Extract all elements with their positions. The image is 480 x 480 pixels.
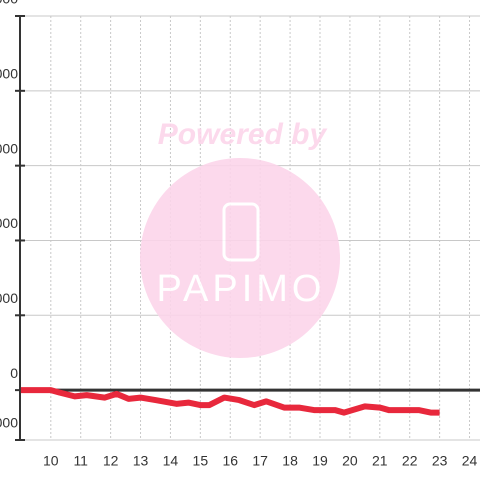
x-tick-label: 14 bbox=[163, 453, 179, 469]
x-tick-label: 17 bbox=[252, 453, 268, 469]
x-tick-label: 18 bbox=[282, 453, 298, 469]
y-tick-label: 120,000 bbox=[0, 66, 18, 82]
watermark-circle bbox=[140, 158, 340, 358]
x-tick-label: 21 bbox=[372, 453, 388, 469]
watermark-logo: PAPIMO bbox=[157, 268, 326, 310]
x-tick-label: 12 bbox=[103, 453, 119, 469]
x-tick-label: 22 bbox=[402, 453, 418, 469]
x-tick-label: 16 bbox=[222, 453, 238, 469]
x-tick-label: 24 bbox=[462, 453, 478, 469]
x-tick-label: 13 bbox=[133, 453, 149, 469]
x-tick-label: 11 bbox=[73, 453, 88, 469]
y-tick-label: 0 bbox=[10, 365, 18, 381]
x-tick-label: 10 bbox=[43, 453, 59, 469]
watermark-caption: Powered by bbox=[158, 118, 328, 151]
x-tick-label: 15 bbox=[193, 453, 209, 469]
y-tick-label: 90,000 bbox=[0, 140, 18, 156]
watermark-phone bbox=[222, 202, 260, 262]
y-tick-label: 150,000 bbox=[0, 0, 18, 7]
watermark: Powered by PAPIMO bbox=[140, 118, 340, 358]
y-tick-label: 60,000 bbox=[0, 215, 18, 231]
x-tick-label: 20 bbox=[342, 453, 358, 469]
x-tick-label: 23 bbox=[432, 453, 448, 469]
x-tick-label: 19 bbox=[312, 453, 328, 469]
y-tick-label: -20,000 bbox=[0, 415, 18, 431]
data-line bbox=[20, 387, 440, 416]
y-tick-label: 30,000 bbox=[0, 290, 18, 306]
